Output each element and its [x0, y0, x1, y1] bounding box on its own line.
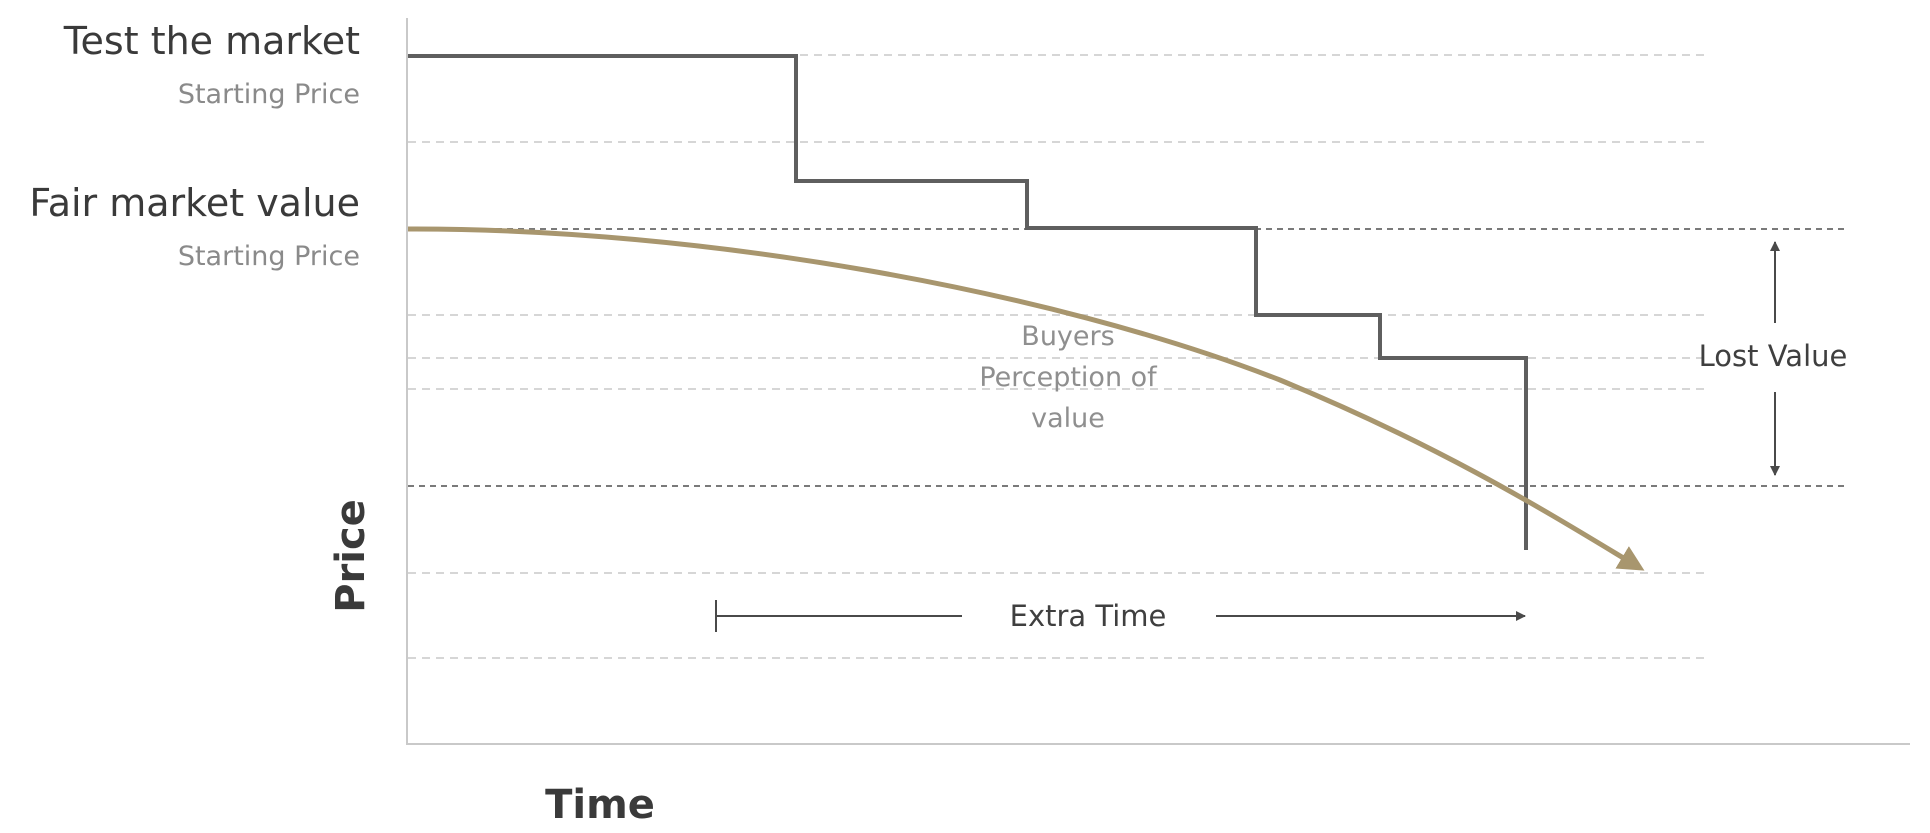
- gridlines: [408, 54, 1705, 659]
- price-step-line: [408, 54, 1528, 550]
- curve-label-line3: value: [1031, 403, 1105, 434]
- lost-value-label: Lost Value: [1699, 339, 1848, 373]
- fair-value-subtitle: Starting Price: [178, 241, 360, 272]
- extra-time-label: Extra Time: [1010, 599, 1167, 633]
- curve-label-line1: Buyers: [1021, 321, 1114, 352]
- curve-label-line2: Perception of: [979, 362, 1158, 393]
- test-market-subtitle: Starting Price: [178, 79, 360, 110]
- fair-value-title: Fair market value: [29, 181, 360, 225]
- buyers-perception-curve: [407, 226, 1645, 571]
- test-market-title: Test the market: [63, 19, 360, 63]
- x-axis-title: Time: [545, 782, 655, 828]
- y-axis-title: Price: [328, 499, 374, 613]
